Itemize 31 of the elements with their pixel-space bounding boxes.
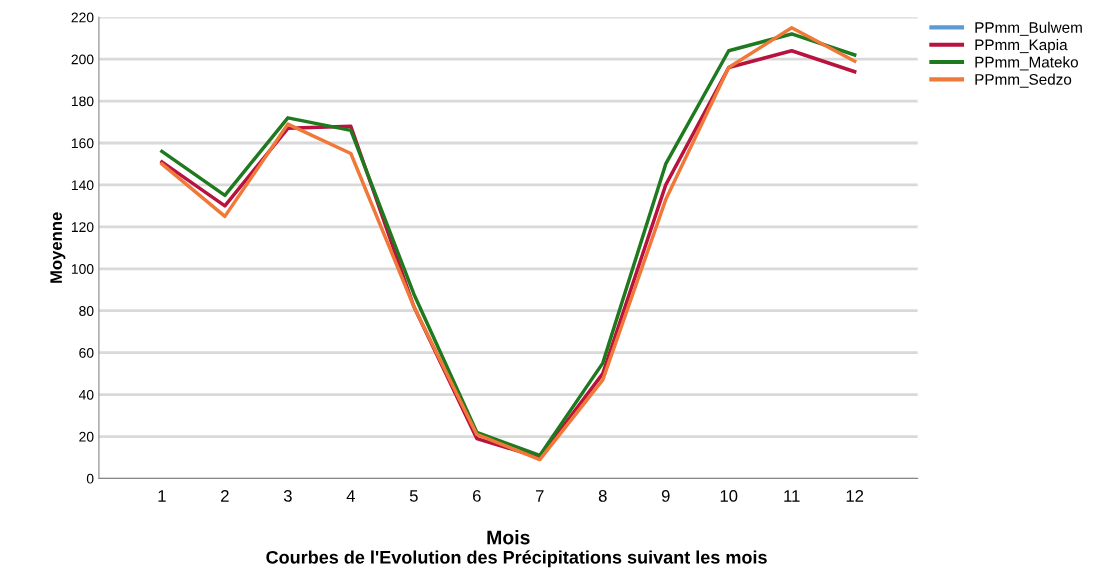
y-tick-label: 180 bbox=[71, 96, 94, 107]
legend-label: PPmm_Sedzo bbox=[975, 73, 1072, 88]
legend-label: PPmm_Mateko bbox=[975, 56, 1078, 71]
y-tick-label: 140 bbox=[71, 180, 94, 191]
y-tick-label: 200 bbox=[71, 54, 94, 65]
y-tick-label: 20 bbox=[79, 431, 94, 442]
y-tick-label: 60 bbox=[79, 347, 94, 358]
y-axis-title: Moyenne bbox=[50, 212, 66, 283]
x-tick-label: 12 bbox=[846, 490, 864, 502]
legend-label: PPmm_Kapia bbox=[975, 39, 1068, 54]
x-tick-label: 9 bbox=[661, 490, 670, 502]
y-tick-label: 0 bbox=[86, 473, 94, 484]
x-tick-label: 8 bbox=[598, 490, 607, 502]
y-tick-label: 100 bbox=[71, 264, 94, 274]
x-tick-label: 10 bbox=[720, 490, 738, 502]
x-tick-label: 2 bbox=[221, 490, 229, 502]
x-tick-label: 4 bbox=[346, 490, 355, 502]
y-tick-label: 220 bbox=[71, 12, 94, 23]
x-axis-title: Mois bbox=[487, 530, 530, 545]
y-tick-label: 40 bbox=[78, 389, 94, 400]
text: Courbes de l'Evolution des Précipitations suivant les mois bbox=[266, 550, 767, 568]
y-tick-label: 160 bbox=[71, 138, 94, 149]
y-tick-label: 80 bbox=[79, 306, 94, 316]
x-tick-label: 1 bbox=[158, 490, 166, 502]
y-tick-label: 120 bbox=[71, 222, 94, 233]
x-tick-label: 6 bbox=[473, 490, 481, 502]
x-tick-label: 7 bbox=[536, 490, 544, 502]
legend-label: PPmm_Bulwem bbox=[975, 21, 1082, 36]
x-tick-label: 5 bbox=[409, 490, 418, 502]
x-tick-label: 11 bbox=[784, 490, 800, 502]
x-tick-label: 3 bbox=[283, 490, 292, 502]
